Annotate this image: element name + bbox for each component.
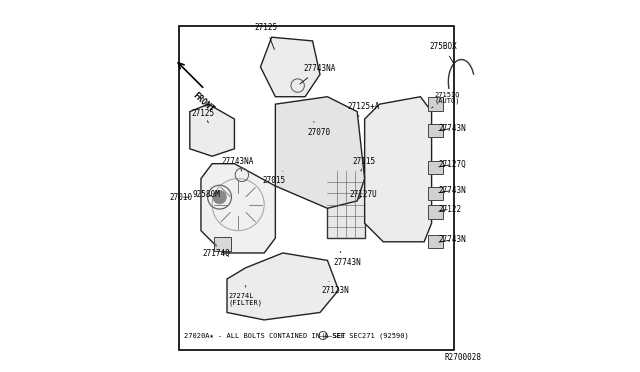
Text: 27122: 27122 — [438, 205, 461, 214]
Bar — [428, 235, 443, 248]
Bar — [179, 26, 454, 350]
PathPatch shape — [365, 97, 431, 242]
Text: 27174Q: 27174Q — [203, 244, 230, 258]
Text: 27127U: 27127U — [349, 190, 377, 199]
PathPatch shape — [275, 97, 365, 208]
Text: 27123N: 27123N — [322, 281, 349, 295]
Text: 27743N: 27743N — [438, 186, 466, 195]
Bar — [428, 161, 443, 174]
Text: 27015: 27015 — [262, 171, 285, 185]
Bar — [428, 187, 443, 200]
Text: 27743N: 27743N — [333, 251, 361, 267]
Bar — [428, 205, 443, 219]
Bar — [428, 97, 443, 111]
Text: 27743N: 27743N — [438, 124, 466, 133]
Text: 27125+A: 27125+A — [348, 102, 380, 116]
Bar — [328, 171, 365, 238]
Circle shape — [213, 190, 227, 204]
Bar — [428, 124, 443, 137]
Bar — [214, 237, 231, 251]
Text: 275BOX: 275BOX — [429, 42, 458, 65]
Text: FRONT: FRONT — [191, 91, 215, 115]
Text: 27020A★ - ALL BOLTS CONTAINED IN A SET: 27020A★ - ALL BOLTS CONTAINED IN A SET — [184, 333, 346, 339]
PathPatch shape — [190, 104, 234, 156]
Text: 92580M: 92580M — [193, 190, 221, 199]
Text: 27127Q: 27127Q — [438, 160, 466, 169]
Text: 2715IQ
(AUTO): 2715IQ (AUTO) — [431, 91, 460, 108]
PathPatch shape — [227, 253, 339, 320]
Text: 27125: 27125 — [255, 23, 278, 49]
Text: 27070: 27070 — [307, 122, 330, 137]
Text: 27743N: 27743N — [438, 235, 466, 244]
PathPatch shape — [260, 37, 320, 97]
Text: 27115: 27115 — [353, 157, 376, 171]
Text: 27010: 27010 — [170, 193, 193, 202]
Text: 27274L
(FILTER): 27274L (FILTER) — [229, 285, 263, 306]
Text: R2700028: R2700028 — [445, 353, 482, 362]
Text: 27743NA: 27743NA — [221, 157, 254, 171]
Text: 27125: 27125 — [191, 109, 215, 123]
Text: —SEE SEC271 (92590): —SEE SEC271 (92590) — [328, 332, 409, 339]
Text: 27743NA: 27743NA — [300, 64, 335, 84]
PathPatch shape — [201, 164, 275, 253]
